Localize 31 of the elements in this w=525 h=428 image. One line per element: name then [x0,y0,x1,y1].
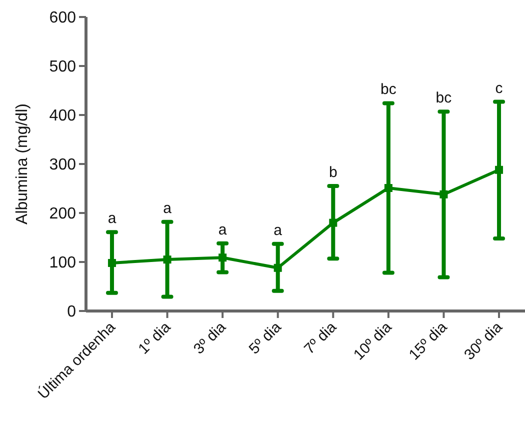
x-tick-label: 5º dia [246,318,286,358]
annotation: a [163,200,172,217]
y-tick-label: 200 [49,206,76,223]
annotation: a [274,222,283,239]
y-tick-label: 300 [49,156,76,174]
y-tick-label: 0 [67,304,76,321]
annotation: c [495,80,504,97]
annotation: a [108,210,117,228]
annotation: b [328,164,338,182]
point [108,258,116,267]
point [495,166,504,174]
x-tick-label: 10º dia [350,318,396,364]
point [440,190,448,198]
x-tick-label: 7º dia [301,318,340,358]
x-tick-label: 30º dia [461,318,506,364]
point [384,184,392,192]
annotation: bc [436,90,452,107]
annotation: a [218,221,228,238]
y-axis-title: Albumina (mg/dl) [14,104,31,224]
x-tick-label: 3º dia [190,318,230,358]
y-tick-label: 100 [49,254,76,272]
x-tick-label: 1º dia [135,318,175,358]
x-tick-label: 15º dia [406,318,452,364]
y-tick-label: 500 [49,58,76,76]
annotation: bc [380,81,397,98]
y-tick-label: 600 [49,10,76,27]
point [163,256,172,264]
point [218,254,227,262]
point [274,264,282,272]
point [329,218,338,227]
y-tick-label: 400 [49,108,76,125]
